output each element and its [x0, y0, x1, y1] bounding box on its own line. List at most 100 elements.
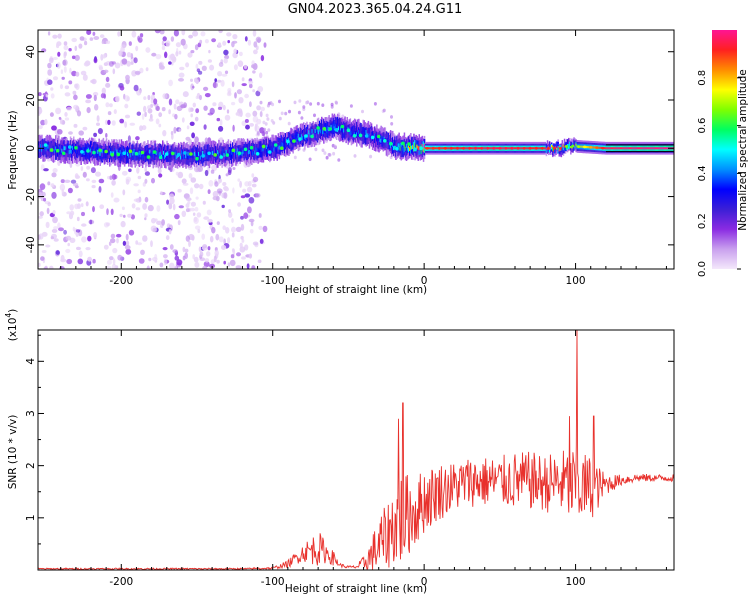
ridge-cell — [241, 151, 243, 156]
noise-speckle — [232, 187, 235, 194]
ridge-cell — [623, 147, 625, 150]
ridge-peak — [425, 146, 429, 150]
ridge-cell — [43, 145, 45, 156]
noise-speckle — [161, 219, 166, 226]
ridge-cell — [80, 147, 82, 152]
ridge-cell — [77, 150, 79, 155]
ridge-cell — [640, 147, 642, 150]
noise-speckle — [190, 113, 193, 118]
colorbar-ticks: 0.0 0.2 0.4 0.6 0.8 — [697, 70, 741, 277]
ridge-cell — [117, 147, 119, 157]
noise-speckle — [124, 114, 131, 119]
noise-speckle — [86, 178, 90, 182]
ridge-cell — [199, 154, 201, 159]
ridge-cell — [642, 147, 644, 150]
noise-speckle — [231, 218, 234, 223]
noise-speckle — [159, 65, 165, 70]
noise-speckle — [216, 117, 221, 122]
noise-speckle — [192, 102, 196, 108]
noise-speckle — [75, 71, 80, 77]
ridge-cell — [611, 147, 613, 150]
ridge-cell — [579, 145, 582, 148]
noise-speckle — [249, 229, 254, 234]
noise-speckle — [143, 96, 147, 100]
noise-speckle — [187, 200, 191, 205]
noise-speckle — [144, 166, 147, 173]
ridge-cell — [436, 147, 439, 150]
ridge-cell — [632, 147, 635, 150]
noise-speckle — [373, 102, 377, 106]
noise-speckle — [60, 254, 65, 262]
noise-speckle — [130, 214, 135, 220]
ridge-cell — [347, 128, 349, 138]
ridge-cell — [376, 131, 378, 142]
ridge-cell — [174, 151, 177, 156]
ridge-cell — [57, 145, 59, 150]
ridge-cell — [150, 152, 152, 157]
noise-speckle — [87, 235, 92, 242]
ridge-cell — [295, 138, 298, 143]
colorbar-tick-label: 0.0 — [697, 261, 708, 277]
noise-speckle — [135, 45, 139, 52]
noise-speckle — [87, 256, 92, 262]
noise-speckle — [235, 112, 239, 116]
ridge-cell — [200, 155, 202, 160]
ridge-cell — [153, 154, 155, 159]
noise-speckle — [57, 51, 61, 57]
noise-speckle — [216, 259, 220, 264]
ridge-cell — [558, 149, 560, 152]
ridge-cell — [179, 152, 181, 163]
ridge-cell — [545, 148, 548, 151]
noise-speckle — [199, 251, 204, 258]
ridge-peak — [364, 134, 369, 138]
ridge-cell — [144, 152, 146, 157]
ridge-cell — [285, 137, 287, 147]
ridge-peak — [267, 150, 272, 154]
ridge-cell — [173, 154, 176, 159]
noise-speckle — [128, 41, 132, 46]
ridge-cell — [186, 154, 188, 159]
noise-speckle — [232, 124, 235, 132]
ridge-cell — [470, 147, 472, 150]
noise-speckle — [52, 76, 59, 81]
ridge-cell — [216, 154, 218, 159]
ridge-cell — [70, 149, 73, 154]
ridge-cell — [88, 144, 91, 155]
noise-speckle — [189, 187, 194, 195]
ridge-peak — [68, 145, 72, 149]
noise-speckle — [249, 83, 253, 89]
noise-speckle — [255, 123, 258, 127]
noise-speckle — [70, 179, 77, 184]
spectrogram-ylabel: Frequency (Hz) — [7, 110, 19, 189]
y-tick-label: 3 — [25, 410, 37, 417]
noise-speckle — [198, 246, 202, 252]
noise-speckle — [64, 179, 71, 183]
ridge-cell — [258, 148, 260, 153]
ridge-cell — [435, 147, 437, 150]
noise-speckle — [198, 70, 203, 75]
ridge-cell — [162, 147, 164, 158]
ridge-cell — [471, 147, 473, 150]
noise-speckle — [253, 41, 258, 48]
ridge-cell — [168, 152, 170, 162]
noise-speckle — [125, 176, 132, 183]
ridge-cell — [644, 147, 646, 150]
noise-speckle — [195, 63, 199, 69]
ridge-cell — [297, 133, 300, 138]
ridge-cell — [157, 147, 160, 157]
snr-x-ticks: -200 -100 0 100 — [60, 330, 667, 588]
ridge-cell — [212, 150, 215, 155]
noise-speckle — [188, 107, 192, 113]
ridge-cell — [312, 128, 314, 139]
ridge-cell — [588, 146, 590, 149]
ridge-cell — [341, 128, 343, 133]
noise-speckle — [98, 66, 104, 71]
noise-speckle — [49, 112, 54, 117]
noise-speckle — [182, 246, 186, 253]
noise-speckle — [189, 121, 195, 127]
ridge-cell — [414, 143, 416, 147]
noise-speckle — [314, 147, 318, 152]
ridge-cell — [316, 127, 319, 132]
noise-speckle — [263, 42, 267, 48]
ridge-cell — [353, 125, 356, 136]
